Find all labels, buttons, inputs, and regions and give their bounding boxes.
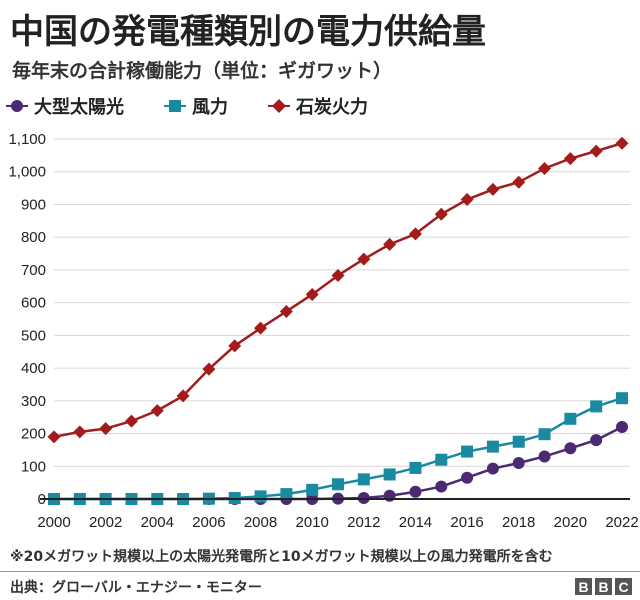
bbc-logo-letter: C [615, 578, 632, 595]
data-point [538, 428, 551, 441]
data-point [486, 182, 500, 196]
footer-divider [0, 571, 640, 572]
data-point [435, 453, 448, 466]
data-point [254, 321, 268, 335]
data-point [357, 252, 371, 266]
legend: 大型太陽光 風力 石炭火力 [6, 93, 408, 119]
x-tick-label: 2018 [502, 514, 535, 531]
series-2 [47, 136, 629, 444]
legend-label-wind: 風力 [192, 97, 228, 118]
series-line [53, 142, 623, 439]
legend-item-coal: 石炭火力 [268, 93, 368, 119]
data-point [486, 462, 499, 475]
data-point [99, 422, 113, 436]
y-tick-label: 100 [21, 458, 46, 475]
legend-marker-coal [268, 99, 290, 113]
y-tick-label: 300 [21, 393, 46, 410]
x-tick-label: 2000 [37, 514, 70, 531]
data-point [590, 434, 603, 447]
data-point [254, 490, 267, 503]
bbc-logo-letter: B [575, 578, 592, 595]
data-point [47, 430, 61, 444]
source-credit: 出典：グローバル・エナジー・モニター [10, 580, 262, 596]
data-point [538, 450, 551, 463]
data-point [616, 421, 628, 433]
legend-label-solar: 大型太陽光 [34, 97, 124, 118]
x-tick-label: 2008 [244, 514, 277, 531]
x-tick-label: 2004 [141, 514, 174, 531]
y-tick-label: 1,000 [8, 164, 46, 181]
data-point [124, 414, 138, 428]
data-point [435, 480, 448, 493]
y-tick-label: 500 [21, 327, 46, 344]
data-point [460, 193, 474, 207]
data-point [408, 227, 422, 241]
data-point [305, 287, 319, 301]
data-point [332, 478, 344, 491]
data-point [306, 483, 319, 496]
y-tick-label: 1,100 [8, 131, 46, 148]
chart-subtitle: 毎年末の合計稼働能力（単位：ギガワット） [12, 60, 393, 82]
data-point [280, 488, 293, 501]
data-point [615, 136, 629, 150]
data-point [409, 485, 422, 498]
data-point [564, 412, 577, 425]
y-tick-label: 700 [21, 262, 46, 279]
data-point [461, 471, 474, 484]
x-tick-label: 2012 [347, 514, 380, 531]
data-point [409, 461, 422, 474]
legend-label-coal: 石炭火力 [296, 97, 368, 118]
y-tick-label: 600 [21, 295, 46, 312]
data-point [590, 400, 603, 413]
data-point [73, 425, 87, 439]
data-point [228, 339, 242, 353]
data-point [461, 445, 474, 458]
x-tick-label: 2006 [192, 514, 225, 531]
data-point [202, 362, 216, 376]
line-chart: 01002003004005006007008009001,0001,10020… [8, 131, 638, 531]
chart-title: 中国の発電種類別の電力供給量 [10, 12, 486, 52]
bbc-logo-letter: B [595, 578, 612, 595]
y-tick-label: 400 [21, 360, 46, 377]
data-point [331, 268, 345, 282]
data-point [434, 207, 448, 221]
x-tick-label: 2016 [450, 514, 483, 531]
series-1 [48, 392, 628, 505]
data-point [564, 442, 577, 455]
data-point [616, 392, 628, 405]
data-point [176, 389, 190, 403]
data-point [150, 404, 164, 418]
x-tick-label: 2002 [89, 514, 122, 531]
footnote: ※20メガワット規模以上の太陽光発電所と10メガワット規模以上の風力発電所を含む [10, 549, 553, 565]
data-point [383, 237, 397, 251]
x-tick-label: 2020 [554, 514, 587, 531]
data-point [357, 473, 370, 486]
legend-item-solar: 大型太陽光 [6, 93, 124, 119]
data-point [512, 175, 526, 189]
y-tick-label: 200 [21, 426, 46, 443]
data-point [383, 468, 396, 481]
y-tick-label: 800 [21, 229, 46, 246]
data-point [486, 440, 499, 453]
legend-marker-wind [164, 100, 186, 112]
data-point [512, 457, 525, 469]
data-point [512, 435, 525, 448]
bbc-logo: B B C [575, 578, 632, 595]
y-tick-label: 900 [21, 196, 46, 213]
x-tick-label: 2010 [295, 514, 328, 531]
legend-marker-solar [6, 100, 28, 112]
data-point [279, 304, 293, 318]
data-point [563, 152, 577, 166]
x-tick-label: 2014 [399, 514, 432, 531]
data-point [589, 144, 603, 158]
x-tick-label: 2022 [605, 514, 638, 531]
data-point [538, 161, 552, 175]
legend-item-wind: 風力 [164, 93, 228, 119]
